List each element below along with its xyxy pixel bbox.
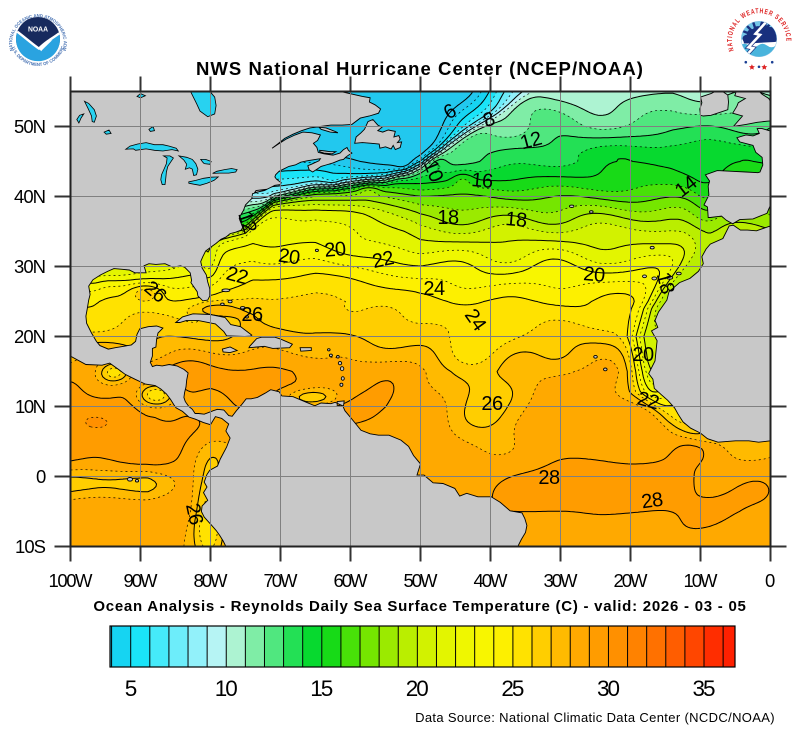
- svg-text:18: 18: [437, 207, 459, 229]
- svg-text:30W: 30W: [544, 570, 579, 591]
- svg-text:40N: 40N: [14, 186, 46, 207]
- svg-text:15: 15: [310, 676, 333, 701]
- svg-text:10S: 10S: [15, 536, 46, 557]
- svg-text:50N: 50N: [14, 116, 46, 137]
- svg-text:18: 18: [504, 208, 527, 232]
- svg-text:20W: 20W: [614, 570, 649, 591]
- svg-text:20N: 20N: [14, 326, 46, 347]
- svg-text:NOAA: NOAA: [28, 24, 49, 33]
- svg-text:100W: 100W: [49, 570, 94, 591]
- svg-text:26: 26: [181, 501, 207, 527]
- svg-text:20: 20: [632, 344, 654, 366]
- svg-text:26: 26: [241, 304, 263, 326]
- svg-text:10: 10: [215, 676, 238, 701]
- svg-text:25: 25: [501, 676, 524, 701]
- svg-text:24: 24: [423, 278, 445, 300]
- svg-text:26: 26: [481, 393, 503, 415]
- svg-text:30: 30: [597, 676, 620, 701]
- svg-text:16: 16: [470, 169, 493, 193]
- svg-text:50W: 50W: [404, 570, 439, 591]
- svg-text:Data Source: National Climatic: Data Source: National Climatic Data Cent…: [415, 710, 775, 725]
- svg-text:0: 0: [765, 570, 775, 591]
- svg-text:20: 20: [277, 245, 301, 270]
- svg-text:Ocean Analysis - Reynolds Dail: Ocean Analysis - Reynolds Daily Sea Surf…: [93, 598, 746, 615]
- svg-text:28: 28: [640, 489, 664, 514]
- svg-text:35: 35: [693, 676, 716, 701]
- svg-text:30N: 30N: [14, 256, 46, 277]
- svg-text:10N: 10N: [15, 396, 46, 417]
- svg-text:20: 20: [323, 238, 346, 262]
- svg-text:28: 28: [538, 467, 560, 489]
- svg-text:20: 20: [582, 263, 605, 287]
- svg-text:0: 0: [36, 466, 46, 487]
- svg-text:80W: 80W: [194, 570, 229, 591]
- svg-text:40W: 40W: [474, 570, 509, 591]
- svg-text:10W: 10W: [684, 570, 719, 591]
- svg-text:90W: 90W: [124, 570, 159, 591]
- svg-text:60W: 60W: [334, 570, 369, 591]
- svg-text:70W: 70W: [264, 570, 299, 591]
- svg-text:NWS National Hurricane Center: NWS National Hurricane Center (NCEP/NOAA…: [196, 58, 644, 79]
- svg-text:22: 22: [370, 247, 396, 273]
- svg-text:20: 20: [406, 676, 429, 701]
- svg-text:5: 5: [125, 676, 138, 701]
